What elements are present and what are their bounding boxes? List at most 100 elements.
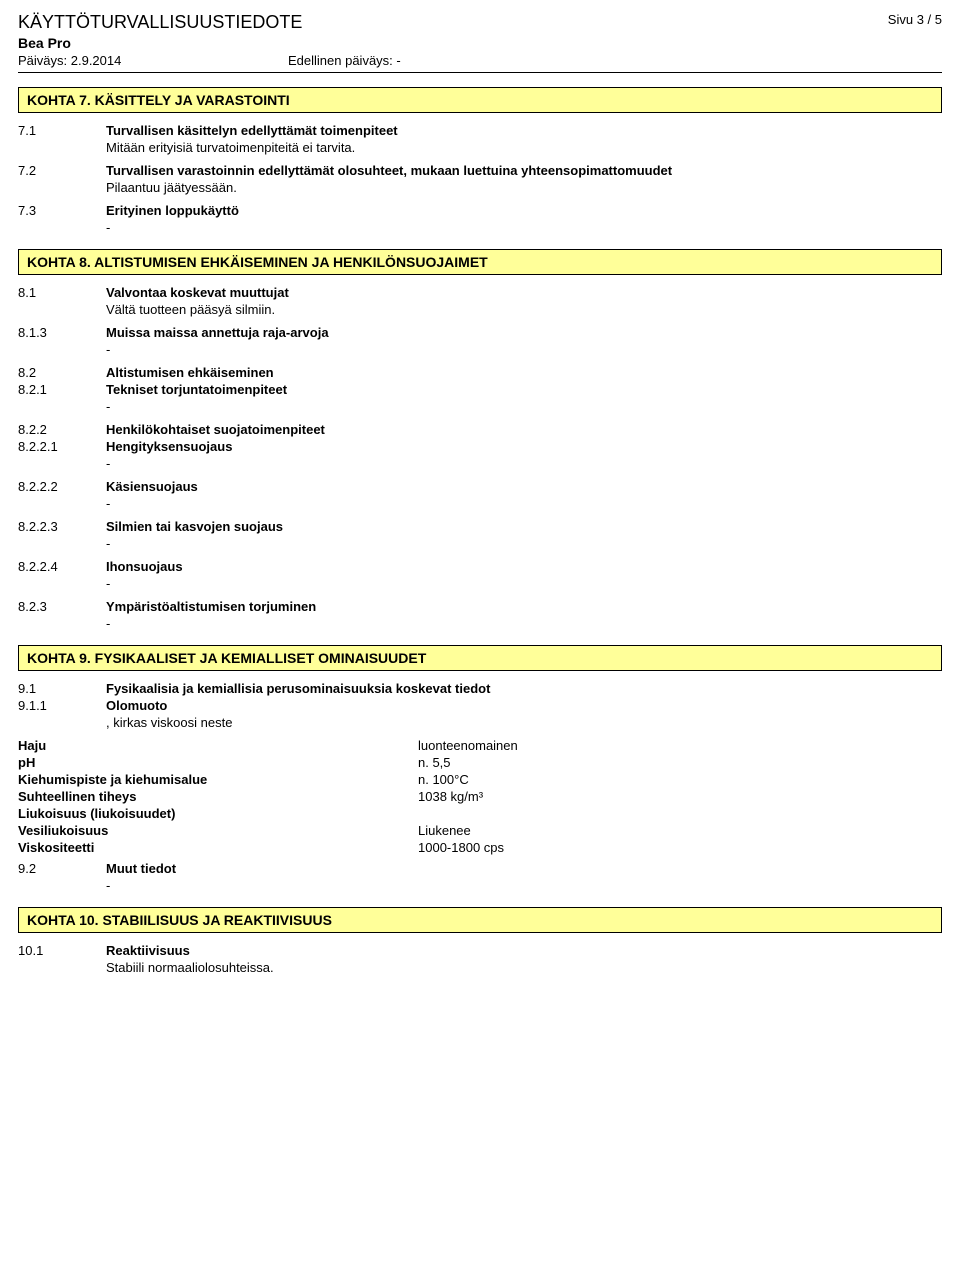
item-number: 9.1.13 bbox=[0, 789, 18, 804]
header-top-row: KÄYTTÖTURVALLISUUSTIEDOTE Sivu 3 / 5 bbox=[18, 12, 942, 33]
property-label: Kiehumispiste ja kiehumisalue bbox=[18, 772, 418, 787]
item-number: 9.1.14.1 bbox=[0, 823, 18, 838]
previous-date: Edellinen päiväys: - bbox=[288, 53, 401, 68]
item-body: - bbox=[106, 342, 942, 357]
document-header: KÄYTTÖTURVALLISUUSTIEDOTE Sivu 3 / 5 Bea… bbox=[18, 12, 942, 73]
section-7-heading: KOHTA 7. KÄSITTELY JA VARASTOINTI bbox=[18, 87, 942, 113]
item-title: Ympäristöaltistumisen torjuminen bbox=[106, 599, 316, 614]
item-number: 9.1.14 bbox=[0, 806, 18, 821]
item-8-2-2-1: 8.2.2.1 Hengityksensuojaus - bbox=[18, 439, 942, 471]
item-title: Valvontaa koskevat muuttujat bbox=[106, 285, 289, 300]
item-body: - bbox=[106, 399, 942, 414]
item-title: Erityinen loppukäyttö bbox=[106, 203, 239, 218]
item-number: 8.2.2.3 bbox=[18, 519, 106, 534]
item-title: Tekniset torjuntatoimenpiteet bbox=[106, 382, 287, 397]
item-8-1-3: 8.1.3 Muissa maissa annettuja raja-arvoj… bbox=[18, 325, 942, 357]
property-label: Vesiliukoisuus bbox=[18, 823, 418, 838]
item-number: 9.2 bbox=[18, 861, 106, 876]
item-body: - bbox=[106, 616, 942, 631]
prop-9-1-18: 9.1.18 Viskositeetti 1000-1800 cps bbox=[0, 840, 942, 855]
item-number: 7.1 bbox=[18, 123, 106, 138]
prop-9-1-13: 9.1.13 Suhteellinen tiheys 1038 kg/m³ bbox=[0, 789, 942, 804]
property-value: 1038 kg/m³ bbox=[418, 789, 483, 804]
property-value: Liukenee bbox=[418, 823, 471, 838]
section-9-heading: KOHTA 9. FYSIKAALISET JA KEMIALLISET OMI… bbox=[18, 645, 942, 671]
issue-date: Päiväys: 2.9.2014 bbox=[18, 53, 288, 68]
property-label: Suhteellinen tiheys bbox=[18, 789, 418, 804]
item-number: 7.3 bbox=[18, 203, 106, 218]
item-number: 8.2.2.1 bbox=[18, 439, 106, 454]
item-title: Turvallisen käsittelyn edellyttämät toim… bbox=[106, 123, 398, 138]
prop-9-1-4: 9.1.4 pH n. 5,5 bbox=[0, 755, 942, 770]
property-value: luonteenomainen bbox=[418, 738, 518, 753]
property-value: n. 5,5 bbox=[418, 755, 451, 770]
property-label: Haju bbox=[18, 738, 418, 753]
item-body: Pilaantuu jäätyessään. bbox=[106, 180, 942, 195]
item-number: 9.1.18 bbox=[0, 840, 18, 855]
item-title: Käsiensuojaus bbox=[106, 479, 198, 494]
item-number: 9.1.1 bbox=[18, 698, 106, 713]
item-body: Mitään erityisiä turvatoimenpiteitä ei t… bbox=[106, 140, 942, 155]
product-name: Bea Pro bbox=[18, 35, 942, 51]
item-number: 9.1.4 bbox=[0, 755, 18, 770]
item-title: Muut tiedot bbox=[106, 861, 176, 876]
prop-9-1-14: 9.1.14 Liukoisuus (liukoisuudet) bbox=[0, 806, 942, 821]
item-title: Olomuoto bbox=[106, 698, 167, 713]
item-9-1: 9.1 Fysikaalisia ja kemiallisia perusomi… bbox=[18, 681, 942, 696]
item-number: 9.1.2 bbox=[0, 738, 18, 753]
item-body: - bbox=[106, 878, 942, 893]
item-title: Henkilökohtaiset suojatoimenpiteet bbox=[106, 422, 325, 437]
item-10-1: 10.1 Reaktiivisuus Stabiili normaaliolos… bbox=[18, 943, 942, 975]
property-label: Viskositeetti bbox=[18, 840, 418, 855]
prop-9-1-14-1: 9.1.14.1 Vesiliukoisuus Liukenee bbox=[0, 823, 942, 838]
item-title: Altistumisen ehkäiseminen bbox=[106, 365, 274, 380]
item-number: 8.2.2 bbox=[18, 422, 106, 437]
item-8-2-2: 8.2.2 Henkilökohtaiset suojatoimenpiteet bbox=[18, 422, 942, 437]
section-10-heading: KOHTA 10. STABIILISUUS JA REAKTIIVISUUS bbox=[18, 907, 942, 933]
item-title: Muissa maissa annettuja raja-arvoja bbox=[106, 325, 329, 340]
item-8-1: 8.1 Valvontaa koskevat muuttujat Vältä t… bbox=[18, 285, 942, 317]
document-title: KÄYTTÖTURVALLISUUSTIEDOTE bbox=[18, 12, 302, 33]
item-7-1: 7.1 Turvallisen käsittelyn edellyttämät … bbox=[18, 123, 942, 155]
item-title: Turvallisen varastoinnin edellyttämät ol… bbox=[106, 163, 672, 178]
item-8-2-2-2: 8.2.2.2 Käsiensuojaus - bbox=[18, 479, 942, 511]
item-number: 8.2.2.4 bbox=[18, 559, 106, 574]
item-title: Fysikaalisia ja kemiallisia perusominais… bbox=[106, 681, 490, 696]
item-body: Stabiili normaaliolosuhteissa. bbox=[106, 960, 942, 975]
item-title: Silmien tai kasvojen suojaus bbox=[106, 519, 283, 534]
item-body: - bbox=[106, 536, 942, 551]
property-value: 1000-1800 cps bbox=[418, 840, 504, 855]
item-body: - bbox=[106, 456, 942, 471]
item-8-2: 8.2 Altistumisen ehkäiseminen bbox=[18, 365, 942, 380]
item-body: - bbox=[106, 496, 942, 511]
item-number: 9.1 bbox=[18, 681, 106, 696]
item-body: Vältä tuotteen pääsyä silmiin. bbox=[106, 302, 942, 317]
property-value: n. 100°C bbox=[418, 772, 469, 787]
page-number: Sivu 3 / 5 bbox=[888, 12, 942, 27]
item-9-2: 9.2 Muut tiedot - bbox=[18, 861, 942, 893]
item-9-1-1: 9.1.1 Olomuoto , kirkas viskoosi neste bbox=[18, 698, 942, 730]
item-number: 8.1 bbox=[18, 285, 106, 300]
prop-9-1-2: 9.1.2 Haju luonteenomainen bbox=[0, 738, 942, 753]
item-number: 8.1.3 bbox=[18, 325, 106, 340]
item-8-2-2-4: 8.2.2.4 Ihonsuojaus - bbox=[18, 559, 942, 591]
item-8-2-1: 8.2.1 Tekniset torjuntatoimenpiteet - bbox=[18, 382, 942, 414]
item-body: , kirkas viskoosi neste bbox=[106, 715, 942, 730]
item-8-2-2-3: 8.2.2.3 Silmien tai kasvojen suojaus - bbox=[18, 519, 942, 551]
item-body: - bbox=[106, 220, 942, 235]
item-number: 8.2.3 bbox=[18, 599, 106, 614]
item-title: Ihonsuojaus bbox=[106, 559, 183, 574]
item-body: - bbox=[106, 576, 942, 591]
item-number: 8.2 bbox=[18, 365, 106, 380]
item-7-2: 7.2 Turvallisen varastoinnin edellyttämä… bbox=[18, 163, 942, 195]
item-title: Reaktiivisuus bbox=[106, 943, 190, 958]
section-8-heading: KOHTA 8. ALTISTUMISEN EHKÄISEMINEN JA HE… bbox=[18, 249, 942, 275]
property-label: Liukoisuus (liukoisuudet) bbox=[18, 806, 418, 821]
item-number: 10.1 bbox=[18, 943, 106, 958]
item-8-2-3: 8.2.3 Ympäristöaltistumisen torjuminen - bbox=[18, 599, 942, 631]
item-title: Hengityksensuojaus bbox=[106, 439, 232, 454]
item-number: 8.2.1 bbox=[18, 382, 106, 397]
prop-9-1-6: 9.1.6 Kiehumispiste ja kiehumisalue n. 1… bbox=[0, 772, 942, 787]
date-row: Päiväys: 2.9.2014 Edellinen päiväys: - bbox=[18, 53, 942, 68]
item-number: 7.2 bbox=[18, 163, 106, 178]
